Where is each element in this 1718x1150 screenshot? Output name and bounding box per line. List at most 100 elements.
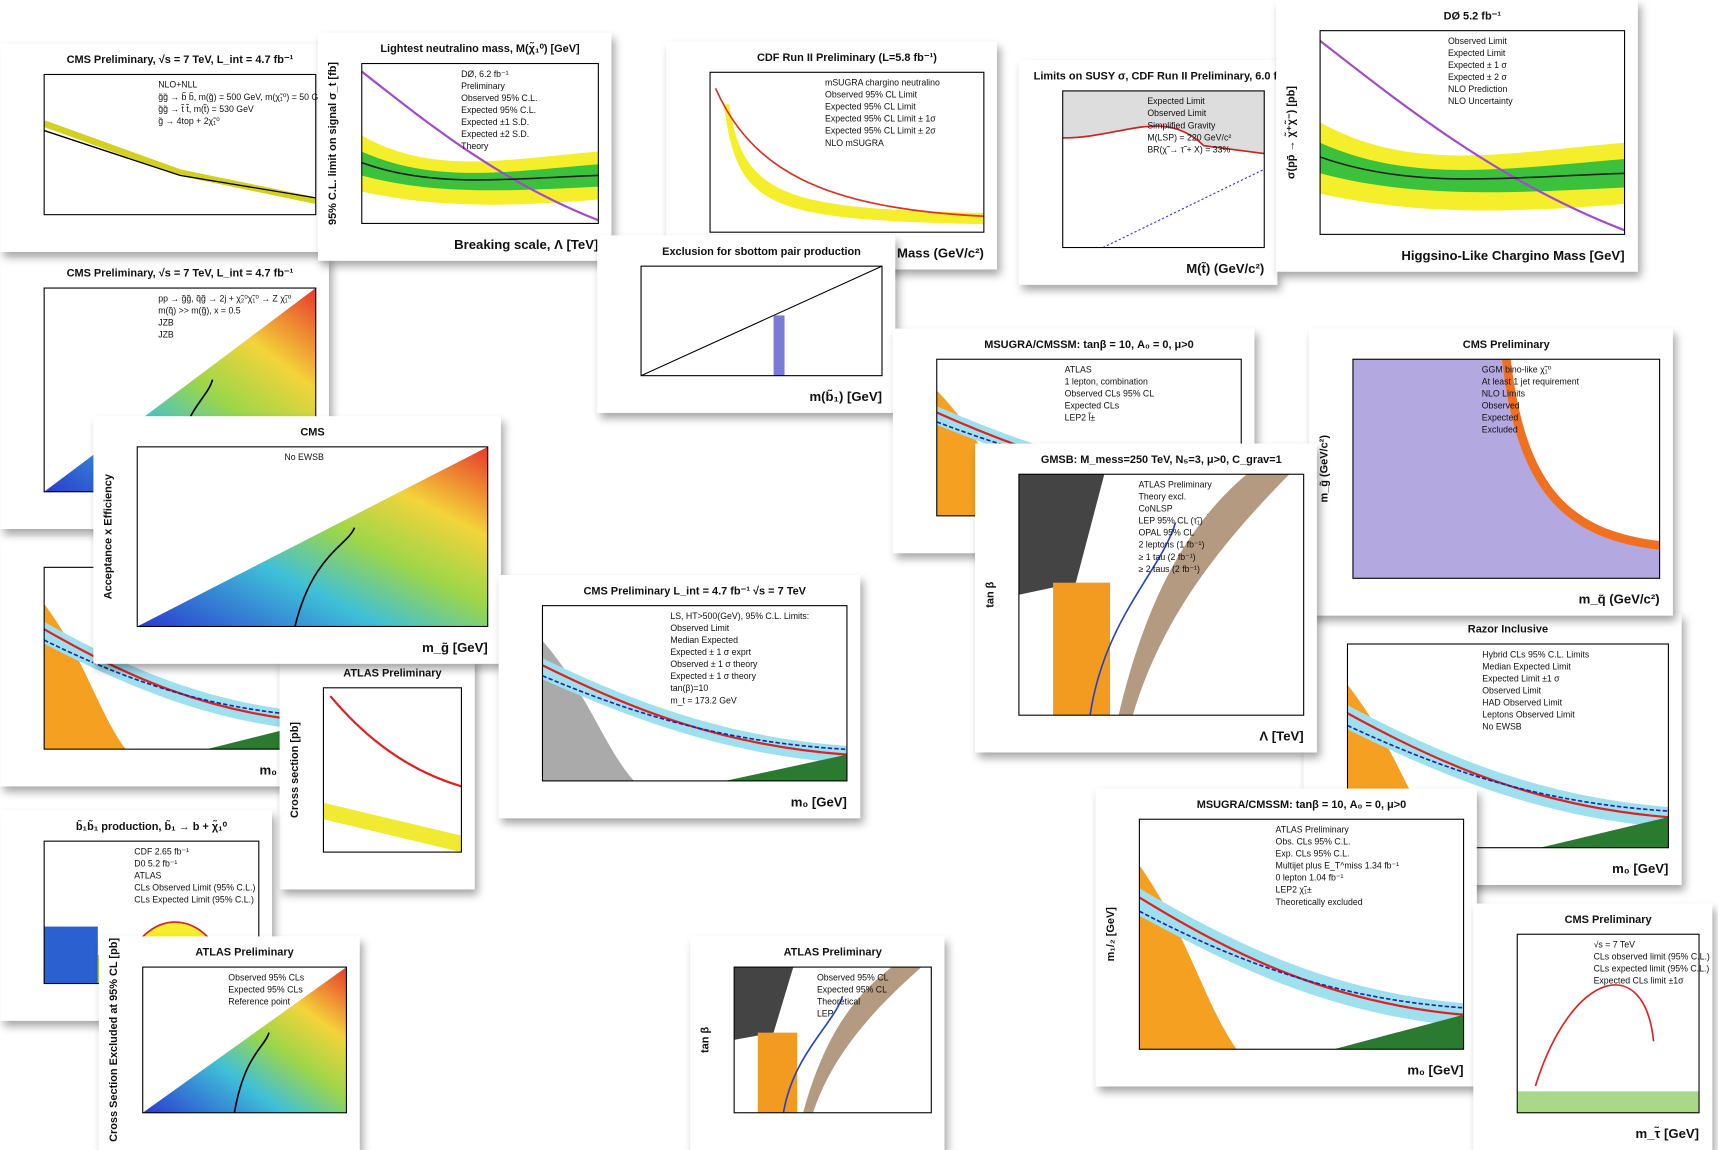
legend-entry: CoNLSP	[1139, 504, 1173, 514]
x-axis-label: m₀ [GeV]	[1407, 1063, 1463, 1078]
plot-panel: CMS Preliminary L_int = 4.7 fb⁻¹ √s = 7 …	[498, 575, 861, 819]
cdf-region	[44, 926, 98, 984]
y-axis-label: tan β	[984, 581, 996, 607]
band	[1139, 888, 1464, 1027]
legend-entry: 1 lepton, combination	[1065, 377, 1148, 387]
legend-entry: Expected 95% CL Limit	[825, 102, 916, 112]
legend-entry: Observed 95% CLs	[228, 972, 304, 982]
plot-frame	[322, 687, 462, 853]
panel-title: ATLAS Preliminary	[784, 947, 883, 959]
theory	[329, 695, 462, 788]
plot-area	[734, 967, 922, 1113]
legend-entry: Expected CLs limit ±1σ	[1594, 976, 1685, 986]
y-axis-label: 95% C.L. limit on signal σ_t [fb]	[327, 62, 339, 225]
legend-entry: √s = 7 TeV	[1594, 940, 1636, 950]
panel-title: CMS Preliminary L_int = 4.7 fb⁻¹ √s = 7 …	[583, 585, 806, 597]
panel-title: CMS Preliminary, √s = 7 TeV, L_int = 4.7…	[67, 54, 294, 66]
band-1s	[1320, 142, 1625, 193]
x-axis-label: m₀ [GeV]	[791, 794, 847, 809]
legend-entry: No EWSB	[284, 452, 324, 462]
legend-entry: Expected ± 1 σ	[1448, 60, 1507, 70]
panel-title: CMS Preliminary	[1463, 339, 1551, 351]
legend-entry: CLs Observed Limit (95% C.L.)	[134, 883, 255, 893]
expected	[1139, 910, 1464, 1009]
legend-entry: Preliminary	[461, 81, 505, 91]
band	[1347, 705, 1669, 828]
legend-entry: Excluded	[1482, 425, 1518, 435]
panel-background	[0, 43, 329, 252]
panel-title: CMS Preliminary	[1565, 914, 1653, 926]
plot-panel: Exclusion for sbottom pair production m(b…	[597, 235, 896, 413]
panel-title: Exclusion for sbottom pair production	[662, 246, 861, 258]
legend-entry: m(q̃) >> m(g̃), x = 0.5	[158, 305, 241, 315]
legend-entry: At least 1 jet requirement	[1482, 377, 1580, 387]
observed-line	[1320, 156, 1625, 180]
x-axis-label: Λ [TeV]	[1259, 729, 1303, 744]
legend-entry: ATLAS Preliminary	[1139, 480, 1213, 490]
limit-curve	[233, 1032, 270, 1113]
legend-entry: g̃ → 4top + 2χ̃₁⁰	[158, 116, 220, 126]
legend-entry: NLO+NLL	[158, 80, 197, 90]
expected	[44, 639, 316, 718]
legend-entry: LEP	[817, 1009, 834, 1019]
legend-entry: Expected 95% C.L.	[461, 105, 536, 115]
line	[44, 129, 316, 199]
legend-entry: Expected 95% CL Limit ± 2σ	[825, 126, 936, 136]
band	[1501, 359, 1660, 550]
x-axis-label: m₀ [GeV]	[1612, 861, 1668, 876]
plot-area	[1517, 984, 1700, 1113]
legend-entry: LEP2 l̃±	[1065, 412, 1096, 423]
y-axis-label: σ(pp̄ → χ̃⁺χ̃⁻) [pb]	[1285, 86, 1298, 179]
plot-area	[1139, 865, 1464, 1050]
plot-area	[542, 640, 847, 781]
plot-area	[44, 120, 316, 204]
legend-entry: D0 5.2 fb⁻¹	[134, 858, 177, 868]
legend-entry: m_t = 173.2 GeV	[670, 695, 737, 705]
legend-entry: Expected CLs	[1065, 401, 1120, 411]
plot-area	[323, 695, 462, 853]
plot-panel: CMS Preliminary m_τ̃ [GeV] √s = 7 TeV CLs o…	[1473, 903, 1713, 1150]
panel-title: GMSB: M_mess=250 TeV, N₅=3, μ>0, C_grav=…	[1041, 454, 1282, 466]
orange-region	[1053, 582, 1111, 716]
legend-entry: ≥ 1 tau (2 fb⁻¹)	[1139, 552, 1196, 562]
legend-entry: mSUGRA chargino neutralino	[825, 78, 940, 88]
plot-panel: CDF Run II Preliminary (L=5.8 fb⁻¹)Charg…	[666, 41, 997, 270]
legend-entry: Expected Limit	[1448, 48, 1506, 58]
theory-line	[361, 70, 599, 222]
legend-entry: Hybrid CLs 95% C.L. Limits	[1482, 649, 1590, 659]
y-axis-label: Acceptance x Efficiency	[103, 473, 115, 599]
x-axis-label: m_q̃ (GeV/c²)	[1579, 592, 1660, 607]
legend-entry: HAD Observed Limit	[1482, 697, 1562, 707]
plot-frame	[1319, 30, 1626, 235]
excluded-strip	[773, 315, 785, 376]
legend-entry: DØ, 6.2 fb⁻¹	[461, 69, 508, 79]
diag	[1102, 168, 1265, 248]
legend-entry: Observed 95% CL	[817, 972, 889, 982]
panel-title: b̃₁b̃₁ production, b̃₁ → b + χ̃₁⁰	[76, 820, 228, 833]
band-1s	[361, 151, 599, 191]
x-axis-label: Breaking scale, Λ [TeV]	[454, 237, 598, 252]
legend-entry: NLO Uncertainty	[1448, 96, 1513, 106]
legend-entry: Observed Limit	[1482, 685, 1541, 695]
panel-title: Lightest neutralino mass, M(χ̃₁⁰) [GeV]	[380, 42, 580, 55]
legend-entry: NLO Prediction	[1448, 84, 1507, 94]
brown-band	[1118, 474, 1290, 716]
legend-entry: Expected ± 1 σ exprt	[670, 647, 751, 657]
legend-entry: Expected	[1482, 413, 1519, 423]
legend-entry: Observed Limit	[1448, 36, 1507, 46]
legend-entry: GGM bino-like χ̃₁⁰	[1482, 365, 1552, 375]
plot-area	[1018, 474, 1290, 716]
legend-entry: CLs Expected Limit (95% C.L.)	[134, 895, 254, 905]
band	[44, 120, 316, 204]
legend-entry: NLO Limits	[1482, 389, 1526, 399]
plot-area	[714, 87, 984, 225]
excluded	[1062, 90, 1265, 154]
plot-panel: DØ 5.2 fb⁻¹ Higgsino-Like Chargino Mass […	[1276, 0, 1638, 272]
diagonal	[641, 266, 883, 376]
legend-entry: LS, HT>500(GeV), 95% C.L. Limits:	[670, 611, 809, 621]
plot-panel: Limits on SUSY σ, CDF Run II Preliminary…	[1018, 60, 1294, 285]
legend-entry: Observed 95% C.L.	[461, 93, 537, 103]
legend-entry: Theory	[461, 141, 489, 151]
excluded-corner	[142, 967, 347, 1113]
theory-line	[1320, 39, 1625, 232]
